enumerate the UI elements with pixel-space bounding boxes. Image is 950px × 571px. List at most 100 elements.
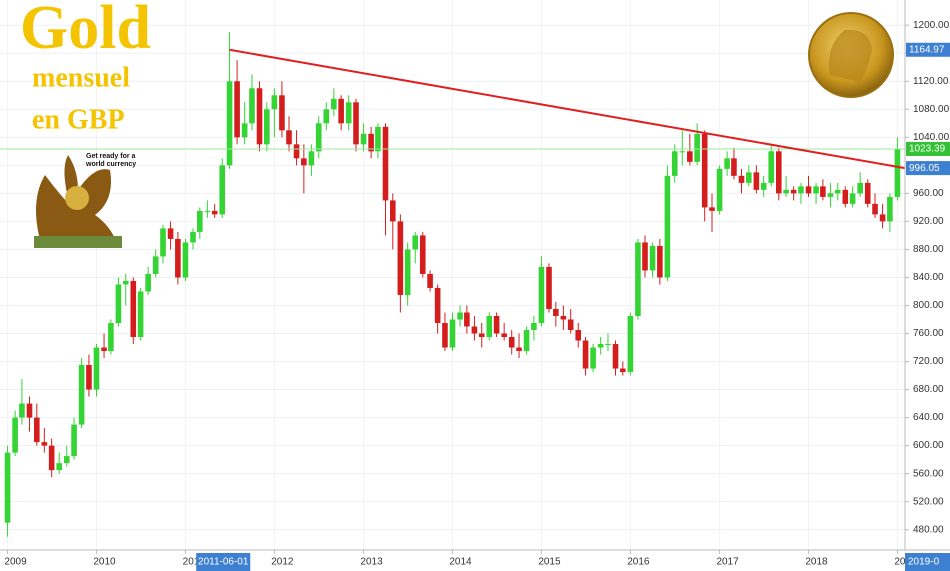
candle-body: [879, 214, 886, 222]
candle-body: [820, 186, 826, 197]
x-cursor-box: [196, 553, 251, 571]
coin: [808, 12, 894, 98]
candle-body: [731, 158, 737, 176]
candle-body: [219, 165, 226, 215]
trendline-end-label-box: [906, 161, 950, 176]
candle-body: [145, 273, 151, 292]
candle-body: [4, 452, 11, 523]
candle-body: [175, 238, 181, 278]
trendline: [229, 48, 905, 170]
x-tick-label: 2013: [360, 557, 383, 568]
candle-body: [375, 126, 381, 152]
candle-body: [768, 151, 775, 183]
candle-body: [63, 456, 70, 464]
x-tick-label: 2009: [4, 557, 27, 568]
x-tick-label: 2016: [627, 557, 650, 568]
candle-body: [293, 144, 300, 159]
candle-body: [546, 266, 552, 309]
candle-body: [842, 189, 849, 204]
candle-body: [315, 123, 322, 152]
candle-body: [894, 148, 901, 197]
candle-body: [746, 172, 752, 183]
candle-body: [575, 330, 582, 341]
candle-body: [78, 365, 85, 425]
candle-body: [664, 175, 671, 278]
trendline-start-label-box: [906, 42, 950, 57]
logo-text: Get ready for a: [86, 153, 136, 160]
candle-body: [360, 133, 367, 145]
candle-body: [323, 109, 330, 124]
candle-body: [709, 207, 715, 211]
candle-body: [412, 235, 419, 250]
candle-body: [12, 417, 18, 453]
candle-body: [516, 347, 522, 352]
subtitle: mensuel: [32, 62, 130, 93]
candle-body: [442, 322, 448, 348]
candle-body: [523, 330, 530, 352]
candle-body: [887, 196, 893, 222]
candle-body: [204, 210, 211, 212]
candle-body: [279, 95, 285, 131]
last-price-label-box: [906, 141, 950, 156]
candle-body: [857, 182, 863, 194]
candle-body: [182, 242, 189, 278]
candle-body: [813, 186, 819, 194]
candle-body: [457, 312, 463, 320]
trendline-start-label: 1164.97: [909, 44, 945, 55]
y-tick-label: 480.00: [913, 524, 944, 535]
y-tick-label: 1120.00: [913, 76, 949, 87]
candle-body: [101, 347, 107, 352]
x-tick-label: 2015: [538, 557, 561, 568]
candle-body: [560, 315, 567, 320]
candle-body: [397, 221, 404, 295]
candle-body: [93, 347, 100, 390]
trendline-end-label: 996.05: [909, 163, 940, 174]
y-tick-label: 720.00: [913, 356, 944, 367]
candle-body: [493, 315, 500, 334]
candle-body: [834, 189, 841, 194]
candle-body: [390, 200, 396, 222]
logo-text: world currency: [85, 161, 136, 168]
candle-body: [478, 333, 485, 338]
y-tick-label: 880.00: [913, 244, 944, 255]
candle-body: [531, 322, 537, 330]
y-tick-label: 640.00: [913, 412, 944, 423]
candle-body: [849, 193, 856, 204]
candle-body: [382, 126, 389, 201]
candle-body: [827, 193, 834, 197]
y-tick-label: 520.00: [913, 496, 944, 507]
y-tick-label: 760.00: [913, 328, 944, 339]
y-tick-label: 1040.00: [913, 132, 950, 143]
candle-body: [590, 347, 596, 369]
x-cursor-label: 2019-0: [908, 557, 940, 568]
candle-body: [864, 182, 871, 204]
candle-body: [256, 88, 263, 145]
candle-body: [724, 158, 730, 169]
candle-body: [26, 403, 33, 418]
candle-body: [775, 151, 782, 194]
candle-body: [338, 98, 344, 124]
candle-body: [642, 242, 648, 271]
candle-body: [71, 424, 77, 457]
candle-body: [679, 151, 686, 153]
candle-body: [167, 228, 174, 239]
y-tick-label: 920.00: [913, 216, 944, 227]
candle-body: [331, 98, 337, 110]
x-tick-label: 2010: [93, 557, 116, 568]
candle-body: [197, 210, 203, 232]
phoenix-logo: [34, 155, 122, 248]
candle-body: [226, 81, 233, 166]
grid: [0, 0, 905, 550]
x-tick-label: 2018: [805, 557, 828, 568]
candle-body: [872, 203, 878, 215]
candle-body: [649, 245, 656, 271]
y-tick-label: 840.00: [913, 272, 944, 283]
candle-body: [115, 284, 122, 323]
candle-body: [108, 322, 114, 352]
candle-body: [701, 133, 708, 208]
candle-body: [553, 308, 559, 316]
candle-body: [567, 319, 574, 330]
candle-body: [486, 315, 493, 338]
candle-body: [508, 337, 515, 348]
